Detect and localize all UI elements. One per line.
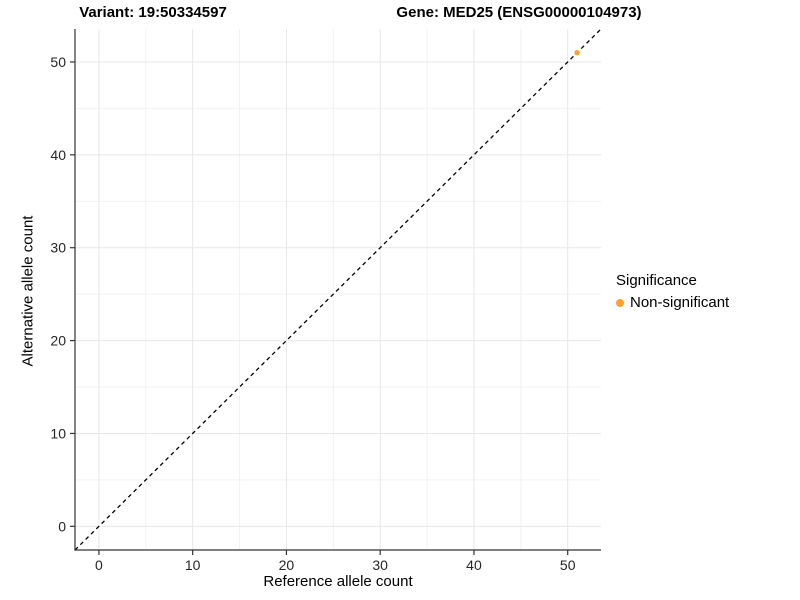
variant-title: Variant: 19:50334597 bbox=[79, 4, 227, 21]
grid-major bbox=[75, 29, 601, 550]
x-tick-label: 40 bbox=[466, 557, 482, 573]
legend-items: Non-significant bbox=[616, 294, 729, 312]
y-axis-title: Alternative allele count bbox=[19, 215, 37, 367]
x-tick-label: 30 bbox=[372, 557, 388, 573]
y-tick-label: 40 bbox=[50, 147, 66, 163]
y-tick-label: 10 bbox=[50, 425, 66, 441]
legend: Significance Non-significant bbox=[616, 272, 729, 312]
y-tick-label: 50 bbox=[50, 54, 66, 70]
grid-minor bbox=[75, 29, 601, 550]
data-points bbox=[574, 49, 580, 56]
y-tick-label: 20 bbox=[50, 333, 66, 349]
legend-item-label: Non-significant bbox=[630, 294, 730, 311]
legend-title: Significance bbox=[616, 272, 697, 289]
x-tick-label: 0 bbox=[95, 557, 103, 573]
gene-title: Gene: MED25 (ENSG00000104973) bbox=[396, 4, 642, 21]
y-tick-label: 30 bbox=[50, 240, 66, 256]
x-axis-title: Reference allele count bbox=[263, 573, 413, 590]
y-tick-label: 0 bbox=[58, 518, 66, 534]
legend-item: Non-significant bbox=[616, 294, 729, 312]
x-axis-ticks: 0 10 20 30 40 50 bbox=[95, 550, 576, 573]
data-point bbox=[574, 49, 580, 56]
x-tick-label: 50 bbox=[560, 557, 576, 573]
legend-marker-icon bbox=[616, 299, 624, 307]
x-tick-label: 20 bbox=[279, 557, 295, 573]
x-tick-label: 10 bbox=[185, 557, 201, 573]
y-axis-ticks: 0 10 20 30 40 50 bbox=[50, 54, 75, 534]
identity-line bbox=[74, 28, 602, 551]
